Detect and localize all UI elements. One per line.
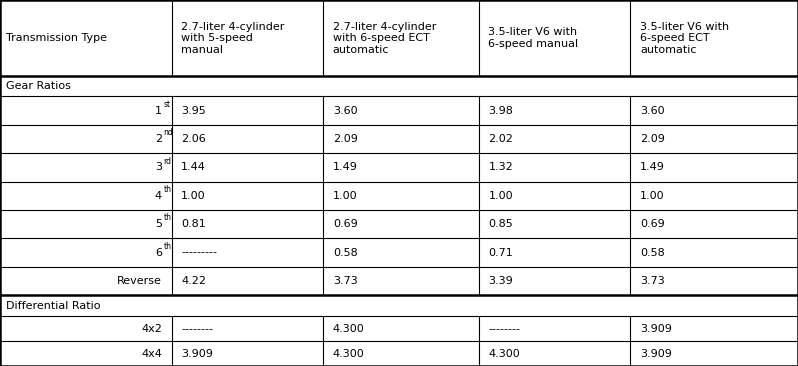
Text: 0.81: 0.81	[181, 219, 206, 229]
Text: ---------: ---------	[181, 247, 217, 258]
Text: 3.98: 3.98	[488, 106, 513, 116]
Text: --------: --------	[488, 324, 520, 334]
Text: 3.909: 3.909	[640, 348, 672, 359]
Text: 3.95: 3.95	[181, 106, 206, 116]
Text: 3.73: 3.73	[333, 276, 358, 286]
Text: st: st	[164, 100, 171, 109]
Text: 1.00: 1.00	[488, 191, 513, 201]
Text: 0.71: 0.71	[488, 247, 513, 258]
Text: 3.73: 3.73	[640, 276, 665, 286]
Text: 4x2: 4x2	[141, 324, 162, 334]
Text: 2: 2	[155, 134, 162, 144]
Text: 5: 5	[155, 219, 162, 229]
Text: 1.00: 1.00	[333, 191, 358, 201]
Text: 3.60: 3.60	[333, 106, 358, 116]
Text: nd: nd	[164, 128, 173, 137]
Text: Differential Ratio: Differential Ratio	[6, 301, 101, 311]
Text: 2.09: 2.09	[640, 134, 665, 144]
Text: th: th	[164, 213, 172, 223]
Text: 1.49: 1.49	[333, 163, 358, 172]
Text: --------: --------	[181, 324, 213, 334]
Text: 2.7-liter 4-cylinder
with 6-speed ECT
automatic: 2.7-liter 4-cylinder with 6-speed ECT au…	[333, 22, 437, 55]
Text: 4.22: 4.22	[181, 276, 206, 286]
Text: 3.909: 3.909	[181, 348, 213, 359]
Text: th: th	[164, 185, 172, 194]
Text: 1.44: 1.44	[181, 163, 206, 172]
Text: 4.300: 4.300	[333, 324, 365, 334]
Text: 2.09: 2.09	[333, 134, 358, 144]
Text: 2.02: 2.02	[488, 134, 513, 144]
Text: 3.60: 3.60	[640, 106, 665, 116]
Text: 4x4: 4x4	[141, 348, 162, 359]
Text: 3: 3	[155, 163, 162, 172]
Text: 1.49: 1.49	[640, 163, 665, 172]
Text: Gear Ratios: Gear Ratios	[6, 81, 71, 92]
Text: th: th	[164, 242, 172, 251]
Text: 4.300: 4.300	[488, 348, 520, 359]
Text: 3.5-liter V6 with
6-speed ECT
automatic: 3.5-liter V6 with 6-speed ECT automatic	[640, 22, 729, 55]
Text: 3.39: 3.39	[488, 276, 513, 286]
Text: 4: 4	[155, 191, 162, 201]
Text: 1.00: 1.00	[640, 191, 665, 201]
Text: 4.300: 4.300	[333, 348, 365, 359]
Text: 6: 6	[155, 247, 162, 258]
Text: 0.69: 0.69	[640, 219, 665, 229]
Text: 2.06: 2.06	[181, 134, 206, 144]
Text: Reverse: Reverse	[117, 276, 162, 286]
Text: 1: 1	[155, 106, 162, 116]
Text: 2.7-liter 4-cylinder
with 5-speed
manual: 2.7-liter 4-cylinder with 5-speed manual	[181, 22, 285, 55]
Text: rd: rd	[164, 157, 172, 166]
Text: 0.85: 0.85	[488, 219, 513, 229]
Text: 3.5-liter V6 with
6-speed manual: 3.5-liter V6 with 6-speed manual	[488, 27, 579, 49]
Text: 0.58: 0.58	[333, 247, 358, 258]
Text: 3.909: 3.909	[640, 324, 672, 334]
Text: 1.32: 1.32	[488, 163, 513, 172]
Text: 0.58: 0.58	[640, 247, 665, 258]
Text: 0.69: 0.69	[333, 219, 358, 229]
Text: Transmission Type: Transmission Type	[6, 33, 108, 43]
Text: 1.00: 1.00	[181, 191, 206, 201]
